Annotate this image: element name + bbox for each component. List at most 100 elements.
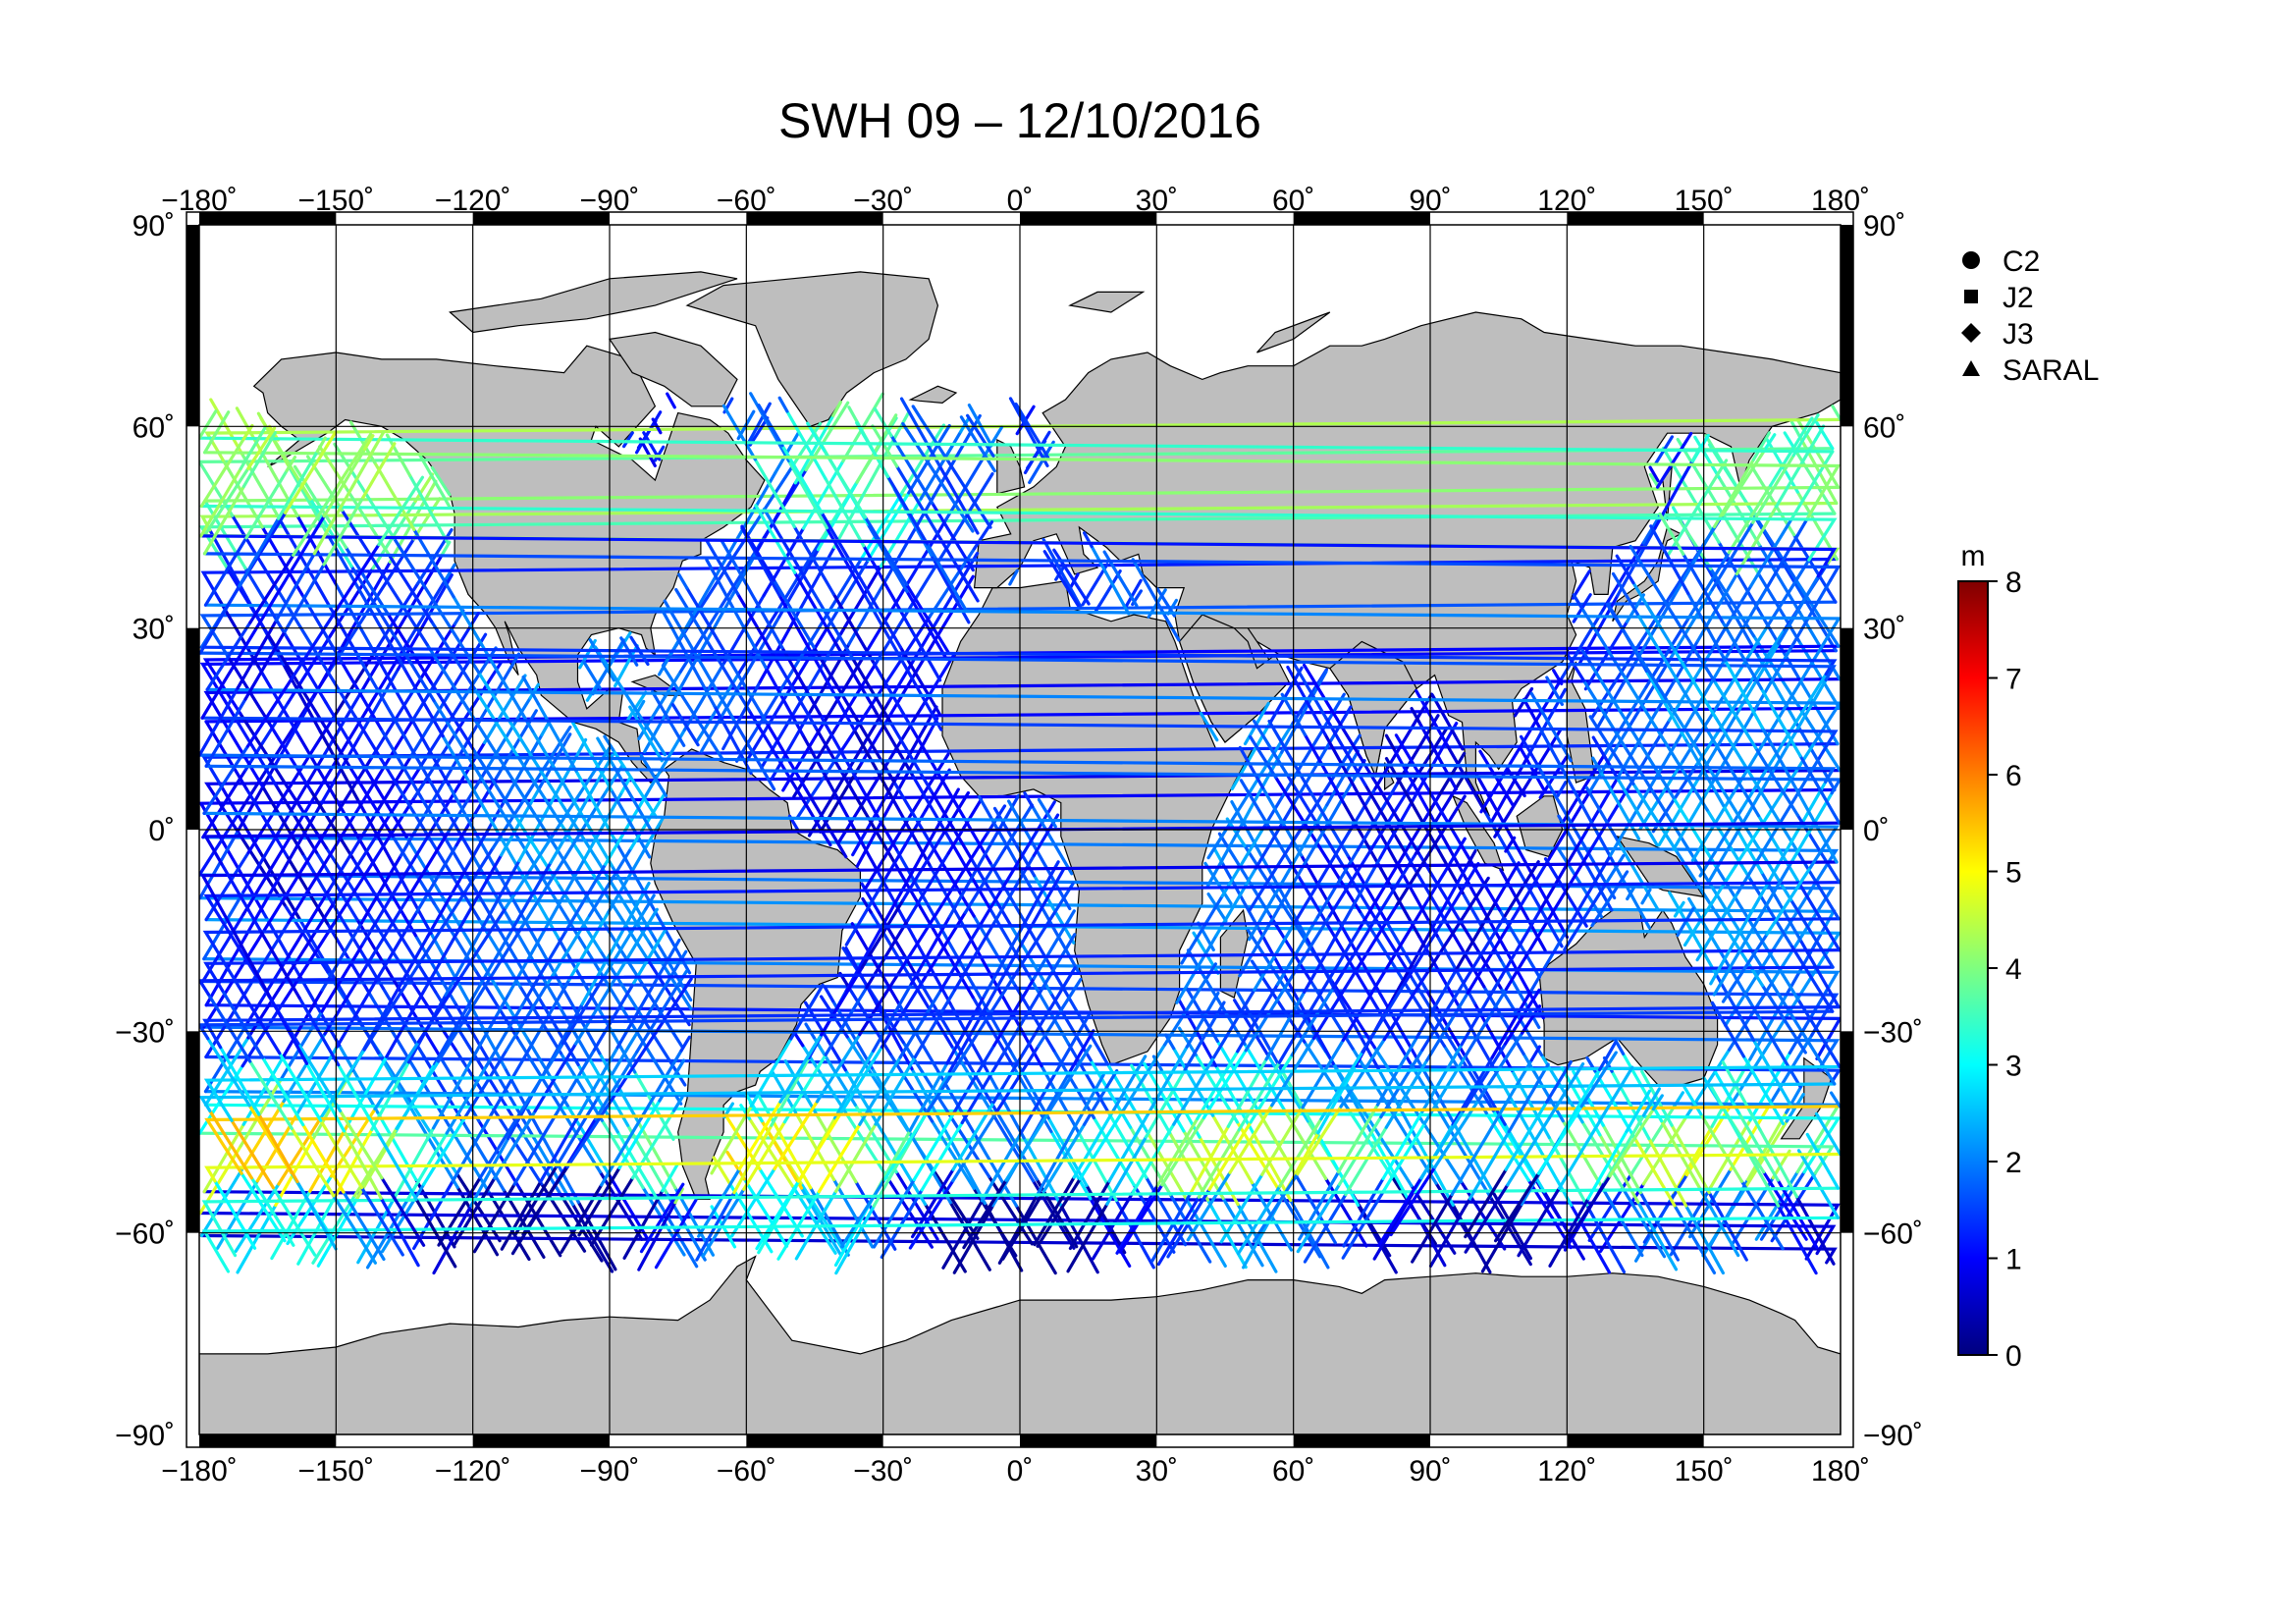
- satellite-track: [497, 1114, 544, 1186]
- satellite-track: [1789, 578, 1833, 650]
- satellite-track: [621, 431, 634, 449]
- satellite-track: [946, 797, 984, 855]
- longitude-label: −180˚: [161, 1455, 238, 1488]
- satellite-track: [1296, 1105, 1343, 1176]
- satellite-track: [1790, 420, 1801, 438]
- satellite-track: [1632, 1136, 1677, 1208]
- satellite-track: [1428, 862, 1470, 934]
- satellite-track: [208, 1109, 253, 1180]
- satellite-track: [1033, 966, 1077, 1037]
- satellite-track: [1713, 715, 1759, 786]
- frame-segment: [1567, 212, 1704, 225]
- satellite-track: [377, 475, 424, 547]
- satellite-track: [1303, 923, 1345, 995]
- legend-item: C2: [1962, 245, 2040, 278]
- satellite-track: [1260, 760, 1306, 831]
- satellite-track: [1269, 666, 1304, 724]
- satellite-track: [451, 1111, 494, 1183]
- satellite-track: [1548, 1197, 1590, 1268]
- satellite-track: [1221, 1196, 1264, 1268]
- satellite-track: [678, 602, 724, 674]
- satellite-track: [1123, 578, 1143, 610]
- satellite-track: [1561, 1119, 1605, 1190]
- satellite-track: [1354, 901, 1400, 973]
- satellite-track: [383, 575, 429, 647]
- satellite-track: [277, 450, 319, 520]
- satellite-track: [1739, 1179, 1785, 1251]
- satellite-track: [1032, 874, 1076, 945]
- satellite-track: [1585, 785, 1630, 857]
- satellite-track: [199, 504, 1838, 562]
- satellite-track: [1410, 706, 1421, 724]
- satellite-track: [487, 1190, 531, 1262]
- frame-segment: [746, 212, 883, 225]
- satellite-track: [1238, 745, 1265, 790]
- satellite-track: [1579, 1051, 1618, 1109]
- satellite-track: [1747, 875, 1792, 947]
- satellite-track: [1682, 876, 1730, 947]
- satellite-track: [1145, 1129, 1189, 1201]
- satellite-track: [1327, 846, 1373, 918]
- satellite-track: [202, 484, 245, 556]
- satellite-track: [240, 581, 286, 653]
- satellite-track: [610, 863, 654, 935]
- satellite-track: [1557, 1119, 1602, 1190]
- satellite-track: [1538, 840, 1581, 912]
- satellite-track: [858, 965, 904, 1037]
- satellite-track: [883, 614, 933, 685]
- satellite-track: [1186, 1170, 1232, 1242]
- frame-segment: [1020, 1434, 1157, 1447]
- longitude-label: −120˚: [435, 1455, 511, 1488]
- satellite-track: [1529, 691, 1573, 763]
- longitude-label: 180˚: [1811, 185, 1870, 217]
- satellite-track: [653, 445, 666, 462]
- satellite-track: [1037, 797, 1057, 829]
- satellite-track: [1504, 1101, 1549, 1171]
- triangle-icon: [1962, 360, 1980, 376]
- colorbar-tick-label: 5: [2005, 857, 2022, 890]
- satellite-track: [308, 1122, 350, 1193]
- satellite-track: [548, 771, 595, 842]
- satellite-track: [1760, 726, 1801, 797]
- satellite-track: [1450, 1125, 1494, 1197]
- satellite-track: [274, 552, 316, 622]
- satellite-track: [421, 1054, 465, 1125]
- colorbar-scale: [1957, 580, 1989, 1356]
- satellite-track: [1625, 1089, 1652, 1134]
- satellite-track: [1587, 1171, 1634, 1243]
- satellite-track: [1000, 835, 1042, 906]
- satellite-track: [1238, 906, 1281, 978]
- satellite-track: [1493, 1171, 1541, 1243]
- satellite-track: [925, 542, 969, 613]
- satellite-track: [1316, 670, 1328, 687]
- satellite-track: [1132, 1183, 1176, 1254]
- satellite-track: [1615, 776, 1659, 847]
- satellite-track: [1155, 1116, 1200, 1188]
- satellite-track: [477, 671, 523, 742]
- satellite-track: [1563, 881, 1609, 951]
- satellite-track: [905, 851, 950, 923]
- satellite-track: [203, 1103, 1841, 1174]
- longitude-label: 120˚: [1537, 1455, 1596, 1488]
- satellite-track: [910, 1067, 950, 1138]
- satellite-track: [831, 401, 843, 417]
- satellite-track: [746, 402, 772, 446]
- satellite-track: [1315, 842, 1362, 914]
- satellite-track: [993, 1045, 1041, 1115]
- satellite-track: [202, 956, 1841, 988]
- satellite-track: [1040, 1063, 1081, 1135]
- satellite-track: [1829, 1091, 1841, 1109]
- satellite-track: [430, 465, 452, 497]
- satellite-track: [493, 1109, 537, 1180]
- satellite-track: [880, 1188, 924, 1260]
- satellite-track: [986, 935, 1028, 1006]
- map-area: [186, 211, 1854, 1448]
- satellite-track: [1052, 548, 1091, 606]
- satellite-track: [1243, 1042, 1288, 1113]
- satellite-track: [1488, 1195, 1532, 1267]
- satellite-track: [1598, 1065, 1634, 1123]
- satellite-track: [707, 641, 751, 713]
- satellite-track: [615, 978, 659, 1050]
- satellite-track: [1041, 537, 1083, 609]
- satellite-track: [1786, 923, 1828, 995]
